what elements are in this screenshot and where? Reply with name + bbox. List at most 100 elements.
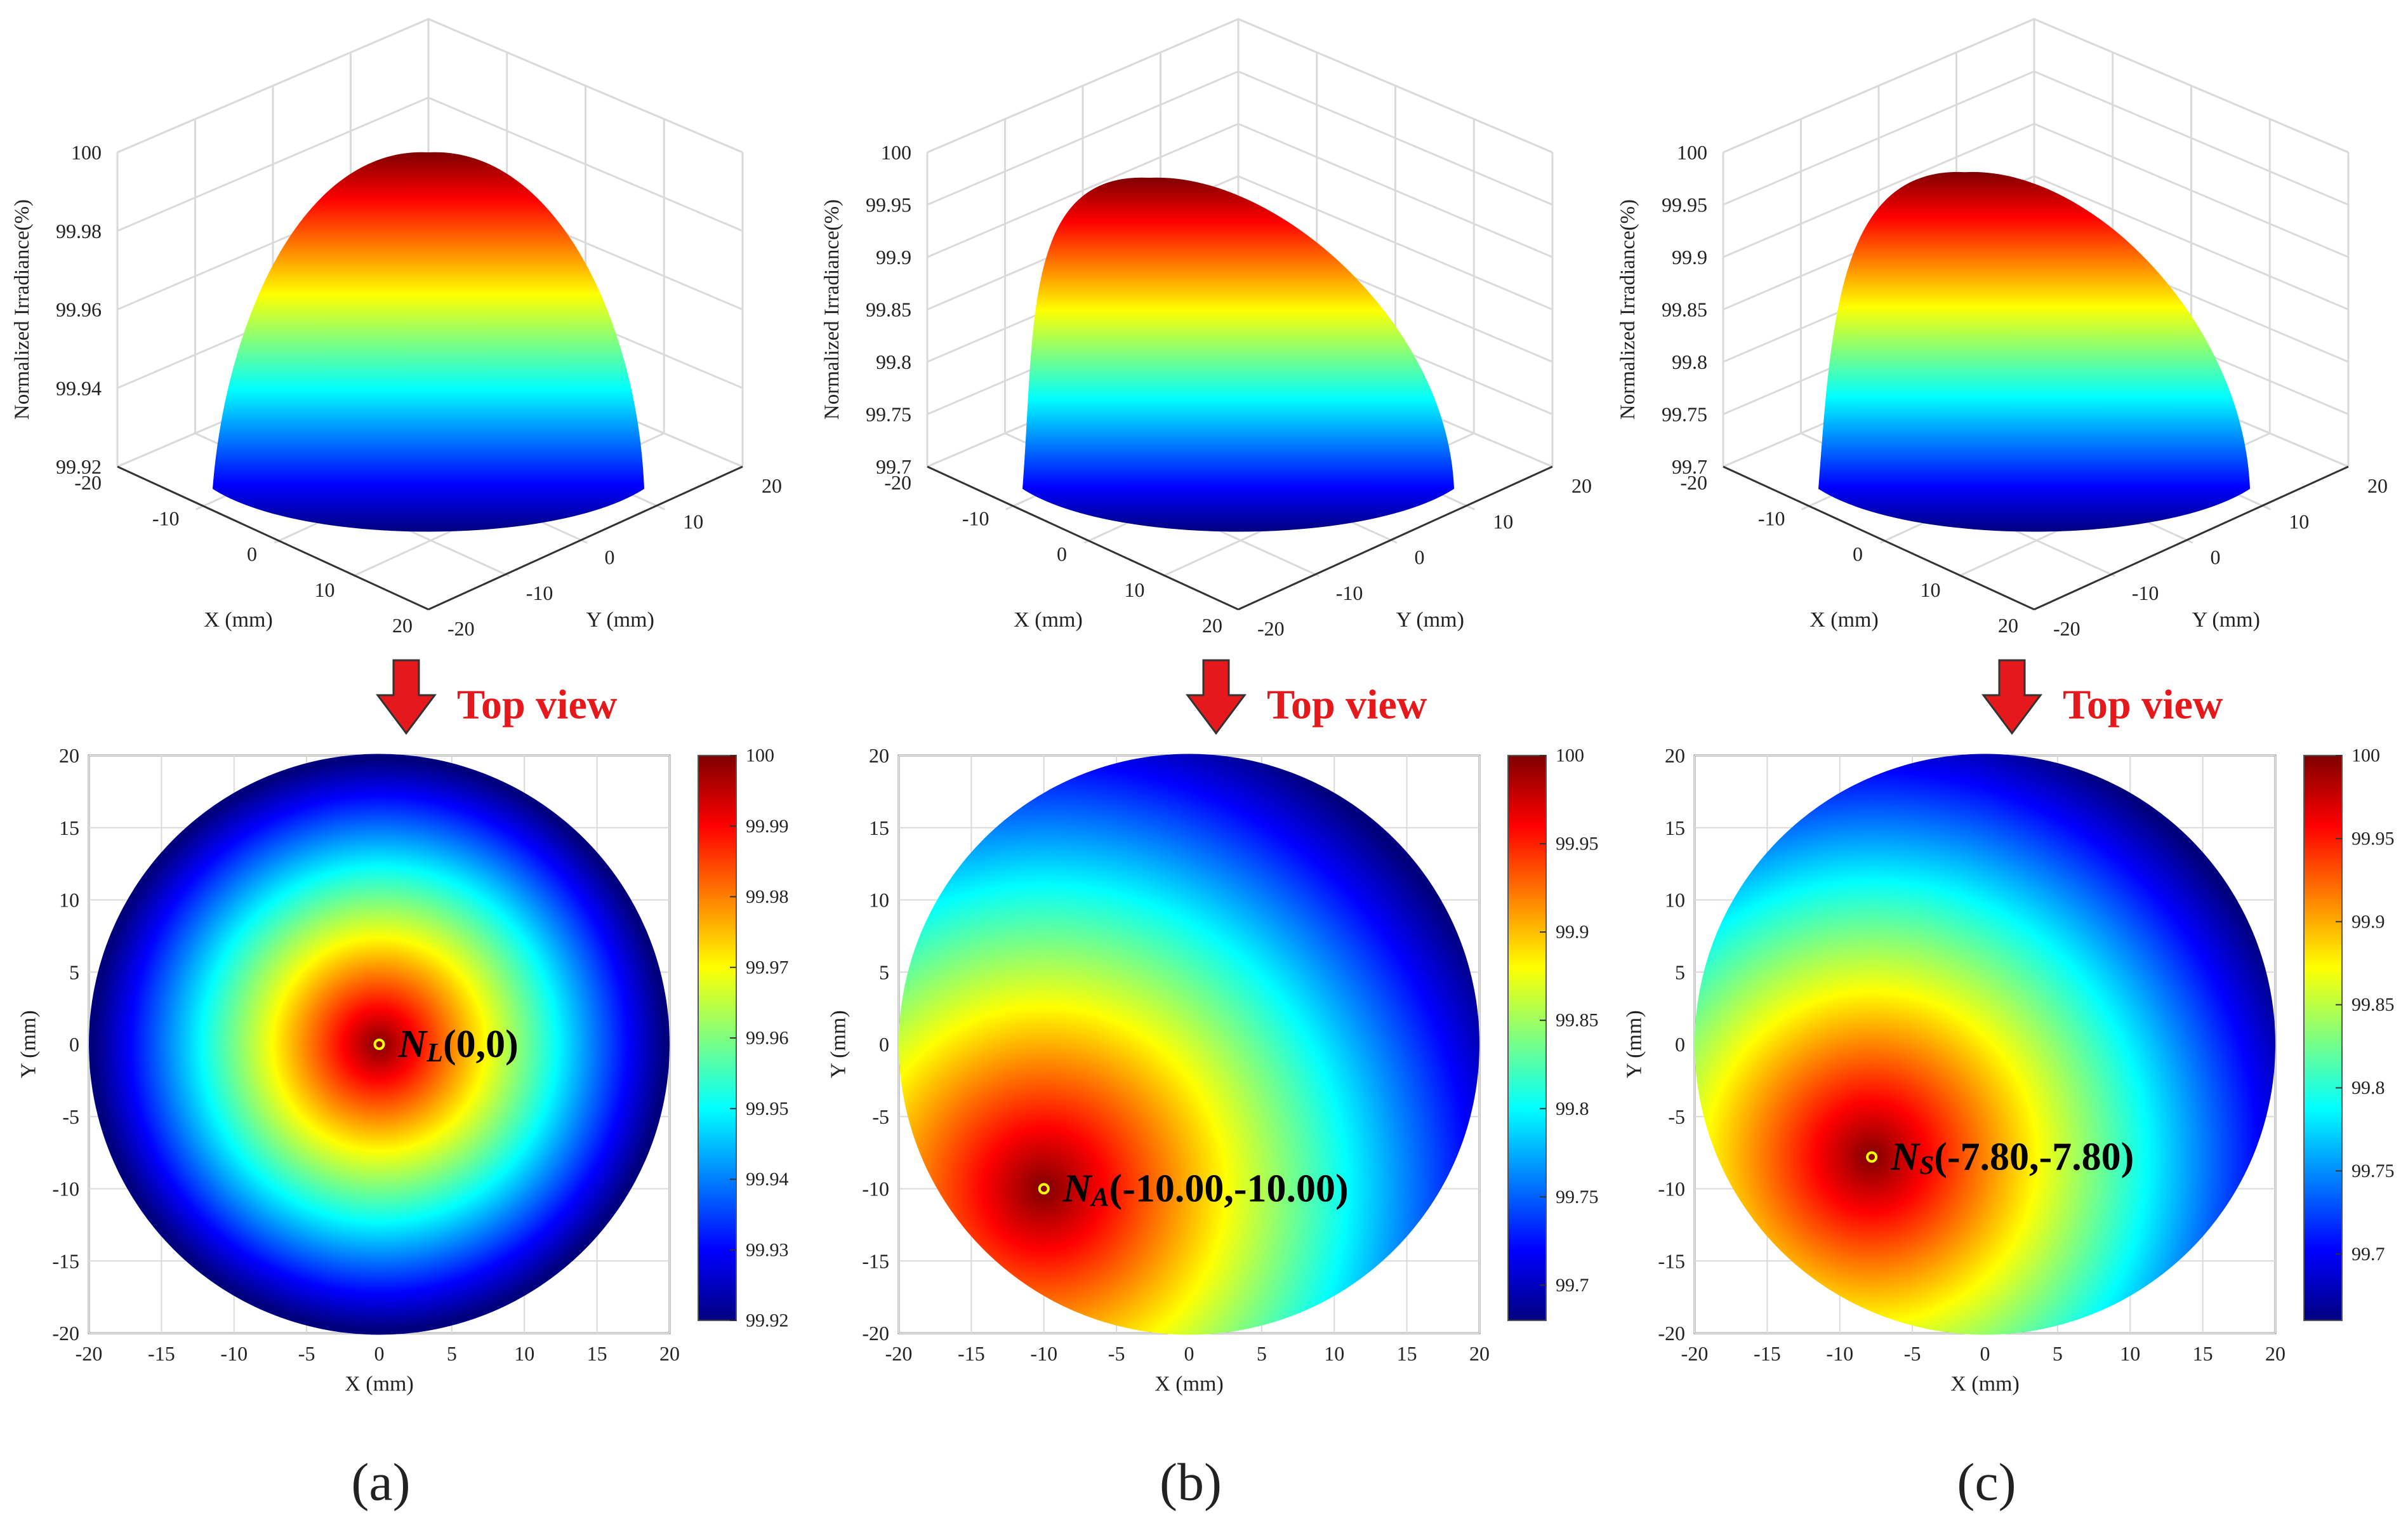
colorbar-tick-label: 99.7 bbox=[1556, 1275, 1589, 1296]
colorbar-tick-label: 100 bbox=[2352, 745, 2380, 766]
surface-plot-c: 99.799.7599.899.8599.999.95100Normalized… bbox=[1617, 18, 2388, 640]
irradiance-heatmap-disk bbox=[899, 754, 1479, 1335]
top-view-label: Top view bbox=[457, 682, 618, 728]
heatmap-y-label: Y (mm) bbox=[17, 1010, 41, 1078]
z-tick-label: 99.75 bbox=[866, 403, 911, 426]
heatmap-y-tick: 10 bbox=[1665, 889, 1685, 912]
irradiance-heatmap-disk bbox=[89, 754, 670, 1335]
z-tick-label: 100 bbox=[71, 141, 102, 164]
colorbar-tick-label: 99.93 bbox=[746, 1239, 789, 1260]
y-tick-label: 20 bbox=[1571, 474, 1592, 497]
heatmap-x-tick: 10 bbox=[514, 1342, 534, 1365]
heatmap-y-tick: -5 bbox=[62, 1105, 79, 1128]
x-tick-label: 0 bbox=[1057, 543, 1067, 566]
heatmap-y-label: Y (mm) bbox=[1623, 1010, 1646, 1078]
x-tick-label: 20 bbox=[392, 614, 413, 637]
heatmap-x-tick: 5 bbox=[2053, 1342, 2063, 1365]
heatmap-y-tick: 15 bbox=[59, 816, 79, 839]
panel-b: 99.799.7599.899.8599.999.95100Normalized… bbox=[821, 18, 1599, 1512]
heatmap-y-tick: 20 bbox=[869, 744, 889, 767]
colorbar-tick-label: 99.7 bbox=[2352, 1244, 2385, 1265]
irradiance-heatmap-disk bbox=[1695, 754, 2275, 1335]
peak-label: NL(0,0) bbox=[398, 1023, 519, 1068]
peak-label-sub: S bbox=[1919, 1151, 1934, 1180]
heatmap-y-tick: 0 bbox=[879, 1033, 889, 1056]
peak-label-main: N bbox=[398, 1023, 428, 1066]
x-tick-label: 20 bbox=[1202, 614, 1222, 637]
heatmap-y-tick: -20 bbox=[862, 1322, 889, 1345]
heatmap-y-tick: -10 bbox=[52, 1178, 79, 1200]
heatmap-y-tick: 0 bbox=[1675, 1033, 1685, 1056]
heatmap-y-tick: -5 bbox=[1668, 1105, 1685, 1128]
y-tick-label: 10 bbox=[683, 510, 703, 533]
z-tick-label: 99.96 bbox=[56, 298, 102, 321]
top-view-label: Top view bbox=[1267, 682, 1427, 728]
y-tick-label: -20 bbox=[447, 617, 475, 640]
top-view-arrow-group: Top view bbox=[1981, 659, 2223, 735]
x-axis-label: X (mm) bbox=[1809, 608, 1879, 632]
z-tick-label: 100 bbox=[1677, 141, 1707, 164]
y-tick-label: -20 bbox=[2053, 617, 2081, 640]
colorbar-tick-label: 100 bbox=[1556, 745, 1584, 766]
heatmap-x-tick: 5 bbox=[1257, 1342, 1267, 1365]
colorbar-tick-label: 99.95 bbox=[1556, 834, 1599, 855]
heatmap-x-tick: 15 bbox=[2193, 1342, 2213, 1365]
y-tick-label: -10 bbox=[2132, 582, 2159, 604]
heatmap-x-tick: 15 bbox=[587, 1342, 607, 1365]
x-axis-line bbox=[117, 465, 429, 611]
heatmap-x-tick: 10 bbox=[1324, 1342, 1344, 1365]
peak-label-main: N bbox=[1062, 1167, 1093, 1211]
heatmap-x-tick: -15 bbox=[1754, 1342, 1781, 1365]
back-wall-top bbox=[1723, 18, 2349, 154]
colorbar-tick-label: 99.9 bbox=[1556, 922, 1589, 943]
heatmap-x-label: X (mm) bbox=[1154, 1373, 1224, 1396]
z-tick-label: 99.8 bbox=[1672, 350, 1707, 373]
heatmap-y-tick: -15 bbox=[52, 1249, 79, 1272]
colorbar-tick-label: 99.97 bbox=[746, 957, 789, 978]
x-tick-label: 0 bbox=[247, 543, 257, 566]
z-tick-label: 99.85 bbox=[1662, 298, 1707, 321]
z-tick-label: 99.92 bbox=[56, 455, 102, 478]
heatmap-y-tick: -15 bbox=[862, 1249, 889, 1272]
x-tick-label: -20 bbox=[74, 471, 102, 494]
z-tick-label: 99.9 bbox=[876, 246, 911, 269]
x-tick-label: -20 bbox=[884, 471, 911, 494]
x-tick-label: 0 bbox=[1853, 543, 1863, 566]
colorbar-tick-label: 99.96 bbox=[746, 1028, 789, 1049]
z-gridline bbox=[1723, 18, 2349, 154]
panel-label-a: (a) bbox=[351, 1453, 410, 1512]
z-tick-label: 99.75 bbox=[1662, 403, 1707, 426]
x-axis-line bbox=[927, 465, 1239, 611]
heatmap-x-label: X (mm) bbox=[1950, 1373, 2020, 1396]
peak-label-coords: (-10.00,-10.00) bbox=[1109, 1167, 1349, 1211]
axes-3d bbox=[927, 465, 1553, 611]
heatmap-x-tick: 20 bbox=[659, 1342, 680, 1365]
heatmap-x-tick: -10 bbox=[1826, 1342, 1853, 1365]
colorbar-tick-label: 99.8 bbox=[1556, 1098, 1589, 1119]
irradiance-surface bbox=[1818, 171, 2250, 532]
z-tick-label: 99.94 bbox=[56, 376, 102, 399]
z-gridline bbox=[117, 18, 743, 154]
heatmap-x-tick: -20 bbox=[1681, 1342, 1709, 1365]
heatmap-x-tick: 5 bbox=[447, 1342, 457, 1365]
peak-label-sub: L bbox=[426, 1039, 443, 1068]
y-axis-line bbox=[2034, 465, 2349, 611]
y-tick-label: 0 bbox=[605, 546, 615, 569]
colorbar-tick-label: 99.95 bbox=[2352, 828, 2395, 849]
y-tick-label: 20 bbox=[762, 474, 782, 497]
heatmap-x-tick: -20 bbox=[885, 1342, 913, 1365]
peak-label: NS(-7.80,-7.80) bbox=[1890, 1135, 2134, 1180]
heatmap-y-label: Y (mm) bbox=[827, 1010, 850, 1078]
peak-label-coords: (-7.80,-7.80) bbox=[1934, 1135, 2134, 1178]
heatmap-x-tick: -15 bbox=[958, 1342, 985, 1365]
z-tick-label: 99.95 bbox=[1662, 194, 1707, 216]
x-tick-label: 10 bbox=[1921, 578, 1941, 601]
heatmap-y-tick: 5 bbox=[69, 961, 79, 983]
irradiance-surface bbox=[213, 152, 644, 532]
heatmap-x-tick: -5 bbox=[1904, 1342, 1921, 1365]
heatmap-y-tick: 10 bbox=[869, 889, 889, 912]
heatmap-y-tick: -20 bbox=[52, 1322, 79, 1345]
heatmap-x-tick: 20 bbox=[1469, 1342, 1490, 1365]
